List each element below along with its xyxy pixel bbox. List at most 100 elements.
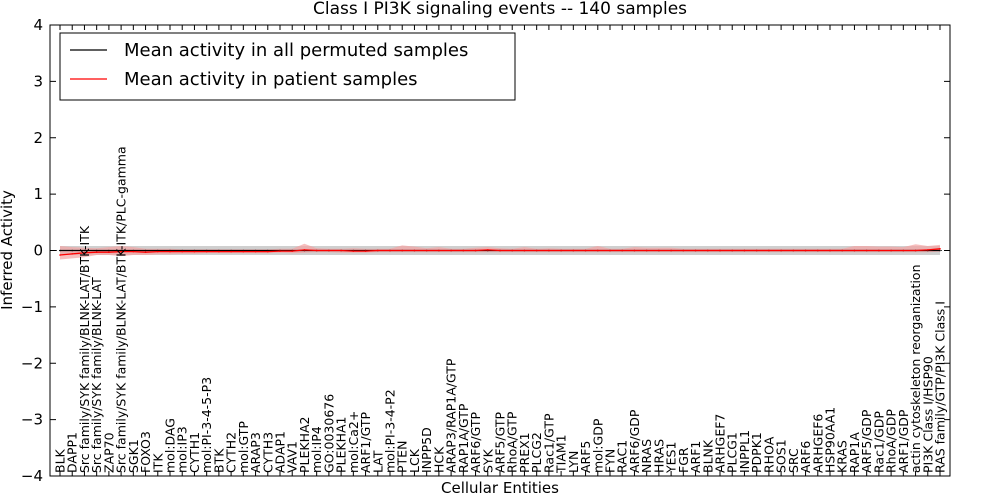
point-patient-18 xyxy=(279,250,281,252)
point-patient-71 xyxy=(926,249,929,251)
point-patient-23 xyxy=(340,249,342,252)
x-tick-label: Rac1/GTP xyxy=(541,413,556,473)
y-tick-label: 3 xyxy=(33,72,43,90)
band-patient xyxy=(60,243,940,260)
point-patient-52 xyxy=(694,249,697,252)
y-tick-label: 2 xyxy=(33,129,43,147)
x-tick-label: FGR xyxy=(676,447,691,473)
x-tick-label: LCK xyxy=(407,448,422,473)
point-patient-1 xyxy=(71,253,74,255)
point-patient-26 xyxy=(376,249,379,252)
point-patient-34 xyxy=(474,249,477,252)
y-tick-label: −3 xyxy=(21,411,43,429)
x-tick-label: ARF5/GDP xyxy=(859,409,874,473)
point-patient-38 xyxy=(523,249,526,252)
point-patient-66 xyxy=(865,249,868,252)
point-patient-55 xyxy=(731,249,734,252)
x-tick-label: ADAP1 xyxy=(273,431,288,473)
point-patient-35 xyxy=(486,249,489,251)
point-permuted-3 xyxy=(95,249,98,252)
x-tick-label: ZAP70 xyxy=(101,432,116,473)
point-patient-13 xyxy=(218,250,220,253)
x-tick-label: VAV1 xyxy=(285,441,300,473)
x-tick-label: actin cytoskeleton reorganization xyxy=(908,264,923,473)
point-patient-37 xyxy=(511,249,514,252)
legend-label-patient: Mean activity in patient samples xyxy=(124,69,418,90)
point-permuted-5 xyxy=(120,249,122,252)
point-patient-56 xyxy=(743,249,746,252)
x-tick-label: HCK xyxy=(431,446,446,473)
point-patient-41 xyxy=(560,249,562,252)
x-tick-label: ARHGEF6 xyxy=(810,414,825,473)
point-patient-3 xyxy=(95,251,98,253)
point-patient-68 xyxy=(890,249,892,252)
x-tick-label: PREX1 xyxy=(517,432,532,473)
x-tick-label: mol:GTP xyxy=(236,421,251,473)
point-patient-63 xyxy=(829,249,831,252)
x-tick-label: LAT xyxy=(370,450,385,473)
x-tick-label: mol:PI-3-4-5-P3 xyxy=(199,377,214,473)
point-permuted-6 xyxy=(132,249,135,252)
plot-area xyxy=(50,243,950,260)
point-permuted-9 xyxy=(169,249,171,252)
point-patient-5 xyxy=(120,250,122,253)
point-patient-43 xyxy=(584,249,587,252)
legend-label-permuted: Mean activity in all permuted samples xyxy=(124,40,468,61)
x-tick-label: Src family/SYK family/BLNK-LAT/BTK-ITK xyxy=(77,225,92,473)
point-patient-19 xyxy=(291,250,294,252)
plot-frame xyxy=(49,24,951,477)
point-patient-60 xyxy=(792,249,795,252)
x-tick-label: ARF1/GTP xyxy=(358,412,373,473)
x-tick-label: LYN xyxy=(566,451,581,473)
point-patient-72 xyxy=(939,248,941,250)
y-tick-label: 1 xyxy=(33,185,43,203)
point-patient-11 xyxy=(193,250,196,253)
y-tick-label: −1 xyxy=(21,298,43,316)
x-tick-label: RAP1A xyxy=(847,432,862,473)
x-tick-label: mol:Ca2+ xyxy=(346,411,361,473)
point-permuted-12 xyxy=(205,249,208,252)
point-patient-6 xyxy=(132,250,135,253)
point-patient-21 xyxy=(315,249,318,252)
legend-box xyxy=(59,32,516,101)
point-patient-48 xyxy=(645,249,648,252)
point-patient-44 xyxy=(596,249,599,252)
point-patient-22 xyxy=(328,249,330,252)
point-permuted-10 xyxy=(181,249,184,252)
point-permuted-16 xyxy=(254,249,257,252)
point-patient-65 xyxy=(853,249,856,252)
y-axis: −4 −3 −2 −1 0 1 2 3 4 xyxy=(21,16,950,485)
point-patient-29 xyxy=(413,249,416,252)
point-patient-67 xyxy=(878,249,880,252)
point-patient-28 xyxy=(401,249,404,252)
point-permuted-7 xyxy=(144,249,147,252)
x-tick-label: PTEN xyxy=(395,441,410,473)
x-tick-label: GO:0030676 xyxy=(321,394,336,473)
x-tick-label: SYK xyxy=(480,448,495,473)
point-patient-53 xyxy=(706,249,709,252)
point-patient-46 xyxy=(621,249,624,252)
point-patient-51 xyxy=(682,249,685,252)
point-patient-16 xyxy=(254,250,257,253)
point-patient-47 xyxy=(633,249,636,252)
x-tick-label: ARF5 xyxy=(578,441,593,473)
y-tick-label: −4 xyxy=(21,467,43,485)
x-tick-label: ARHGEF7 xyxy=(713,414,728,473)
point-patient-0 xyxy=(59,254,61,256)
x-tick-label: SGK1 xyxy=(126,439,141,473)
point-permuted-17 xyxy=(266,249,269,252)
x-tick-label: RAP1A/GTP xyxy=(456,403,471,473)
x-tick-label: ARF6/GTP xyxy=(468,412,483,473)
point-patient-2 xyxy=(83,251,86,254)
point-patient-10 xyxy=(181,250,184,253)
x-tick-label: KRAS xyxy=(835,440,850,473)
x-tick-label: Src family/SYK family/BLNK-LAT/BTK-ITK/P… xyxy=(114,146,129,473)
x-tick-label: Rac1/GDP xyxy=(871,411,886,473)
point-patient-45 xyxy=(609,249,611,252)
x-tick-label: FYN xyxy=(603,449,618,473)
x-tick-label: BLNK xyxy=(700,439,715,473)
point-patient-24 xyxy=(352,250,355,252)
point-permuted-15 xyxy=(242,249,245,252)
x-tick-label: PI3K Class I/HSP90 xyxy=(920,356,935,473)
